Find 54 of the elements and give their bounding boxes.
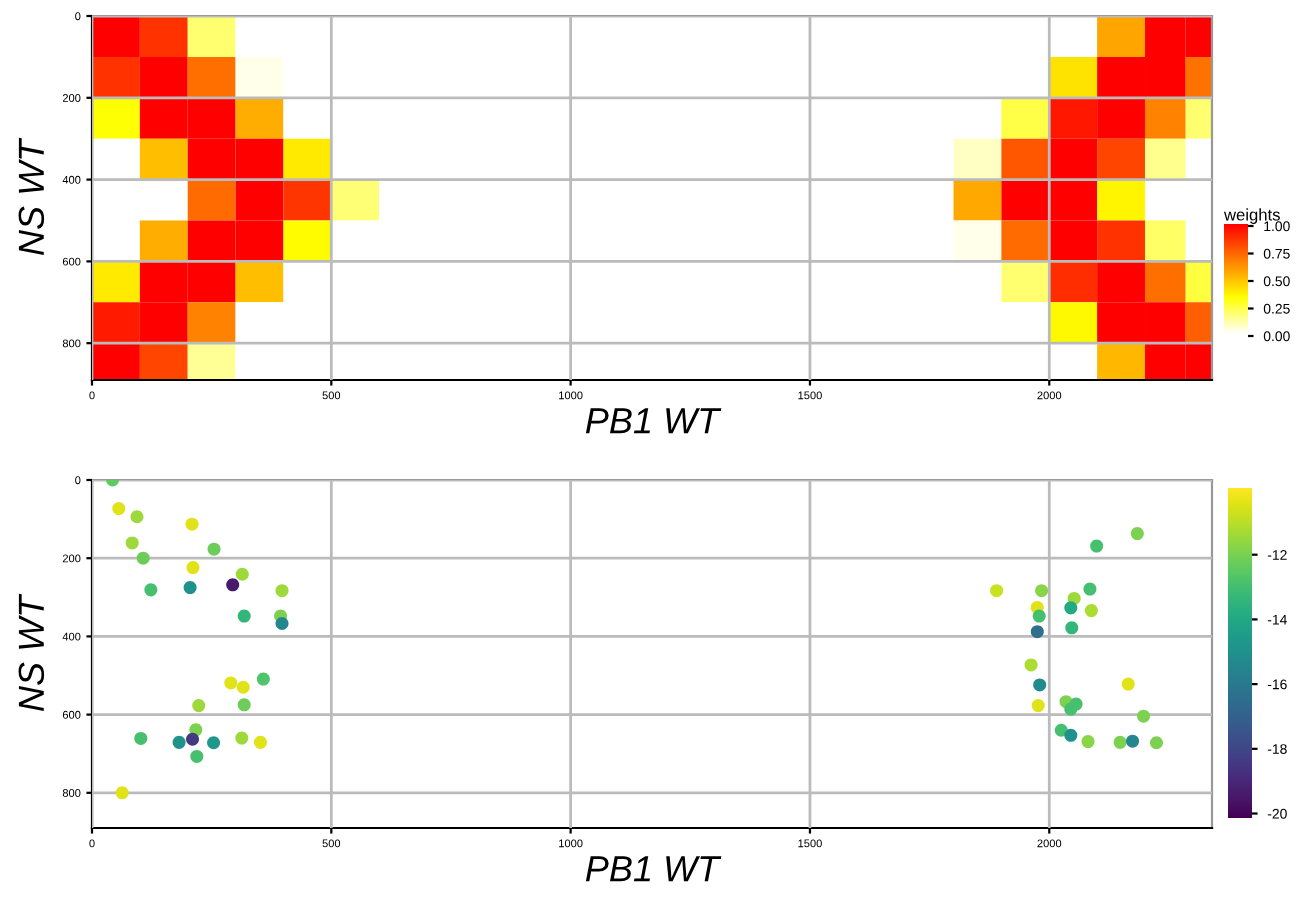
point [235, 731, 249, 745]
point [237, 609, 251, 623]
point [1126, 734, 1140, 748]
color-bar-title: weights [1223, 208, 1280, 224]
y-axis-title: NS WT [18, 137, 45, 256]
point [237, 698, 251, 712]
point [112, 502, 126, 516]
point [1065, 621, 1079, 635]
point [1031, 699, 1045, 713]
point [1121, 677, 1135, 691]
point [1090, 539, 1104, 553]
point [1032, 609, 1046, 623]
x-axis-title: PB1 WT [585, 408, 722, 434]
point [1064, 728, 1078, 742]
point [275, 616, 289, 631]
point [207, 736, 221, 750]
point [192, 699, 206, 713]
x-axis-title: PB1 WT [585, 856, 722, 882]
point [207, 542, 221, 556]
point [1137, 709, 1151, 723]
point [115, 786, 129, 800]
point [190, 749, 204, 763]
point [1033, 678, 1047, 692]
point [226, 578, 240, 592]
point [1083, 582, 1097, 596]
point [1130, 527, 1144, 541]
point [185, 517, 199, 531]
point [144, 583, 158, 597]
point [1064, 601, 1078, 615]
y-axis-title: NS WT [18, 593, 45, 712]
point [235, 567, 249, 581]
point [186, 561, 200, 575]
point [990, 584, 1004, 598]
point [253, 735, 267, 749]
point [1024, 658, 1038, 672]
point [1054, 723, 1068, 737]
point [256, 672, 270, 686]
point [1064, 702, 1078, 716]
point [1081, 735, 1095, 749]
point [130, 510, 144, 524]
point [186, 732, 200, 746]
point [1113, 735, 1127, 749]
point [275, 584, 289, 598]
point [236, 680, 250, 694]
point [1035, 584, 1049, 598]
point [136, 551, 150, 565]
point [134, 731, 148, 745]
point [1149, 736, 1163, 750]
point [183, 581, 197, 595]
point [1030, 625, 1044, 639]
point [224, 676, 238, 690]
point [125, 536, 139, 550]
point [172, 735, 186, 749]
point [1084, 604, 1098, 618]
